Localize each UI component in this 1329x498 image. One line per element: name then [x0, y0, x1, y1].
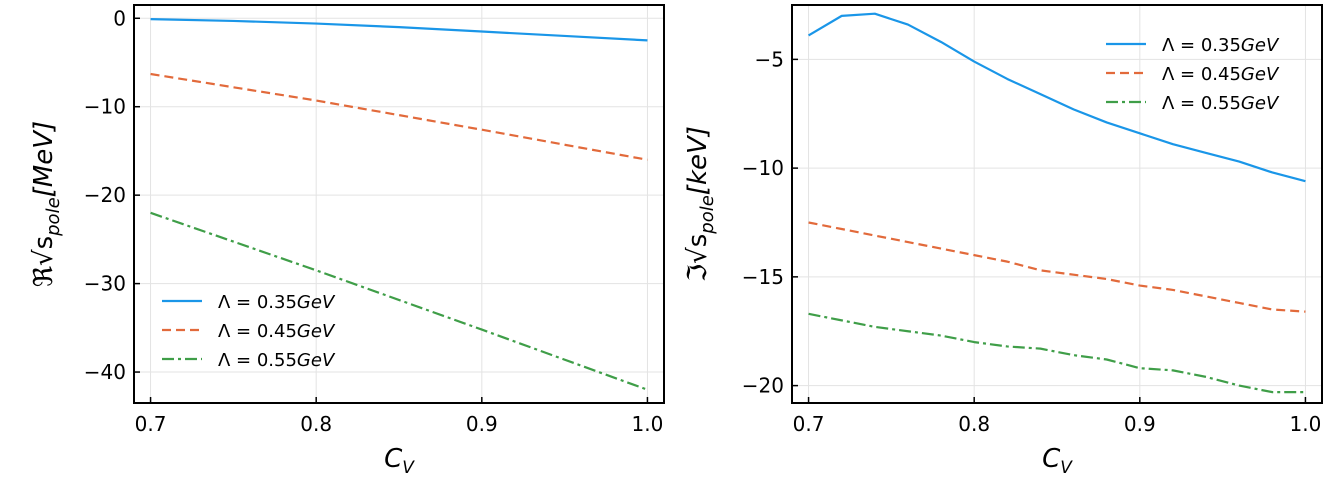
plot-frame	[791, 4, 1323, 404]
series-line-1	[150, 18, 648, 42]
y-axis-label: ℜ√spole[MeV]	[29, 121, 64, 287]
x-tick-label: 0.9	[466, 412, 498, 436]
legend: Λ = 0.35GeV Λ = 0.45GeV Λ = 0.55GeV	[1106, 35, 1280, 114]
x-axis-label: CV	[1042, 444, 1073, 478]
y-tick-label: −5	[755, 47, 784, 71]
series-line-1	[808, 12, 1306, 183]
legend-label-3: Λ = 0.55GeV	[1162, 93, 1280, 114]
y-tick-label: 0	[113, 6, 126, 30]
series-line-2	[808, 221, 1306, 313]
legend-label-1: Λ = 0.35GeV	[218, 292, 336, 313]
series-line-2	[150, 72, 648, 161]
y-tick-label: −10	[84, 95, 126, 119]
legend: Λ = 0.35GeV Λ = 0.45GeV Λ = 0.55GeV	[162, 292, 336, 371]
x-tick-label: 1.0	[632, 412, 664, 436]
x-tick-label: 0.8	[958, 412, 990, 436]
x-tick-label: 0.7	[135, 412, 167, 436]
legend-label-3: Λ = 0.55GeV	[218, 350, 336, 371]
y-tick-label: −15	[742, 265, 784, 289]
y-tick-label: −30	[84, 272, 126, 296]
legend-label-2: Λ = 0.45GeV	[218, 321, 336, 342]
y-tick-label: −10	[742, 156, 784, 180]
plot-frame	[133, 4, 665, 404]
right-panel: 0.7 0.8 0.9 1.0 −5 −10 −15 −20 CV ℑ√spole[keV] Λ =…	[683, 4, 1323, 478]
left-panel: 0.7 0.8 0.9 1.0 0 −10 −20 −30 −40 CV ℜ√spole[MeV] Λ…	[29, 4, 665, 478]
x-tick-label: 0.9	[1124, 412, 1156, 436]
y-axis-label: ℑ√spole[keV]	[683, 126, 718, 282]
legend-label-2: Λ = 0.45GeV	[1162, 64, 1280, 85]
legend-label-1: Λ = 0.35GeV	[1162, 35, 1280, 56]
x-axis-label: CV	[384, 444, 415, 478]
series-line-3	[150, 211, 648, 391]
x-tick-label: 0.8	[300, 412, 332, 436]
series-line-3	[808, 312, 1306, 394]
y-tick-label: −20	[742, 374, 784, 398]
y-tick-label: −40	[84, 360, 126, 384]
x-tick-label: 1.0	[1290, 412, 1322, 436]
y-tick-label: −20	[84, 183, 126, 207]
x-tick-label: 0.7	[793, 412, 825, 436]
